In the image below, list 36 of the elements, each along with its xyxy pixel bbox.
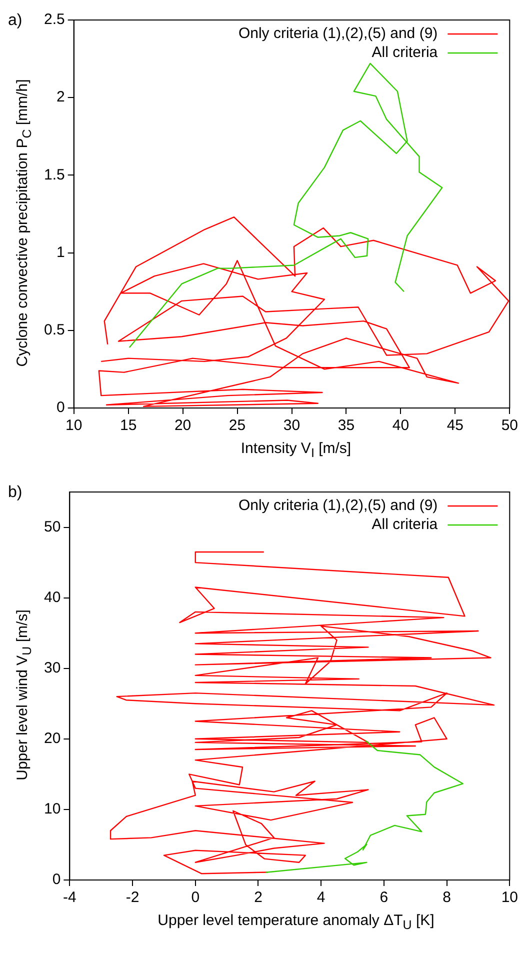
y-tick-label: 1: [56, 244, 65, 261]
text: a): [8, 12, 22, 30]
x-tick-label: 8: [442, 889, 451, 906]
x-tick-label: 2: [254, 889, 262, 906]
legend-label: Only criteria (1),(2),(5) and (9): [238, 497, 438, 514]
x-tick-label: 6: [380, 889, 388, 906]
x-tick-label: 25: [228, 417, 246, 434]
y-tick-label: 0: [52, 871, 61, 888]
legend-label: All criteria: [372, 516, 438, 534]
y-tick-label: 2: [56, 88, 65, 106]
y-tick-label: 10: [44, 800, 61, 818]
y-tick-label: 50: [44, 518, 61, 536]
x-tick-label: 0: [191, 889, 200, 906]
x-tick-label: 50: [501, 417, 518, 434]
x-tick-label: 10: [501, 889, 518, 906]
x-tick-label: 30: [283, 417, 300, 434]
y-tick-label: 2.5: [44, 11, 65, 28]
y-tick-label: 20: [44, 730, 61, 748]
x-tick-label: 40: [392, 417, 410, 434]
y-tick-label: 0.5: [44, 322, 65, 339]
text: b): [8, 484, 22, 502]
legend-label: All criteria: [372, 44, 438, 62]
legend-label: Only criteria (1),(2),(5) and (9): [238, 25, 438, 42]
y-tick-label: 1.5: [44, 166, 65, 184]
x-axis-title: Upper level temperature anomaly ΔT$_{U}$ [K]: [156, 912, 436, 932]
y-tick-label: 0: [56, 399, 65, 416]
x-tick-label: -2: [126, 889, 140, 906]
x-tick-label: 45: [446, 417, 464, 434]
y-tick-label: 40: [44, 588, 61, 606]
x-tick-label: 4: [316, 889, 326, 906]
x-tick-label: 35: [338, 417, 355, 434]
x-tick-label: 20: [174, 417, 192, 434]
x-tick-label: -4: [63, 889, 76, 906]
x-axis-title: Intensity V$_{I}$ [m/s]: [240, 440, 352, 460]
y-tick-label: 30: [44, 660, 61, 677]
x-tick-label: 15: [120, 417, 137, 434]
